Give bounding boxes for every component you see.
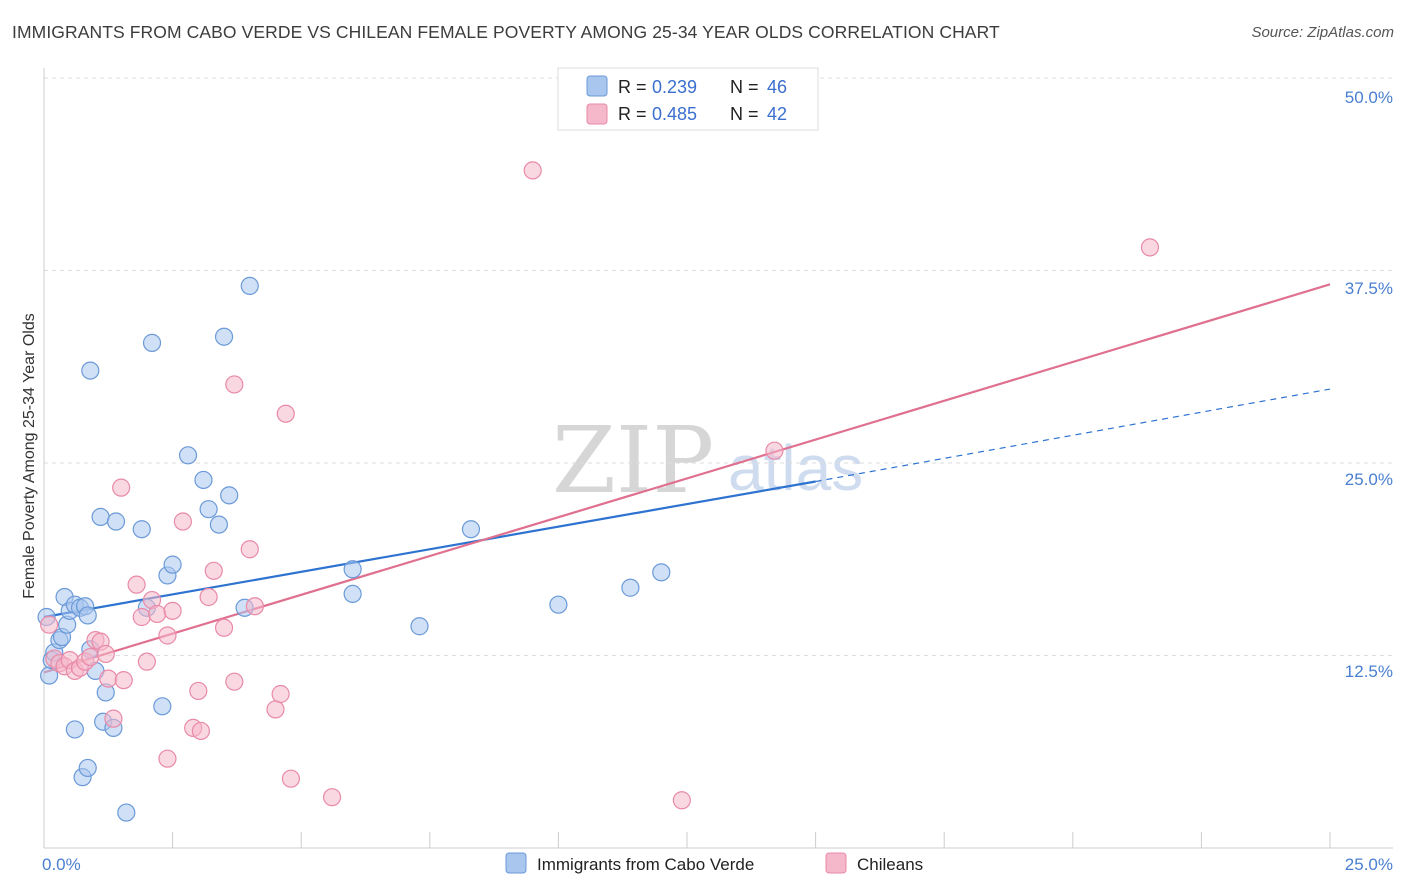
point-blue-35 [78, 758, 97, 778]
watermark-zip: ZIP [552, 407, 714, 514]
point-blue-43 [549, 595, 568, 614]
legend-n-label-blue: N = [730, 77, 759, 97]
point-blue-22 [153, 697, 172, 716]
point-pink-12 [99, 669, 118, 688]
point-blue-29 [214, 327, 234, 346]
point-pink-32 [240, 540, 259, 559]
point-pink-38 [322, 788, 342, 807]
point-pink-20 [148, 604, 167, 624]
point-pink-17 [132, 607, 151, 627]
grid-lines [44, 77, 1393, 656]
point-blue-25 [178, 446, 198, 465]
trend-line-pink [43, 283, 1331, 674]
point-blue-12 [78, 606, 97, 625]
y-tick-label-25: 25.0% [1345, 470, 1393, 489]
x-tick-label-end: 25.0% [1345, 855, 1393, 874]
point-pink-31 [225, 375, 244, 394]
point-pink-37 [281, 769, 301, 788]
point-pink-26 [191, 721, 210, 741]
point-blue-39 [343, 584, 362, 604]
legend-r-value-pink: 0.485 [652, 104, 697, 124]
point-pink-43 [1140, 238, 1160, 257]
point-blue-28 [209, 515, 228, 534]
point-blue-21 [142, 333, 162, 352]
axes [43, 68, 1393, 849]
point-blue-24 [163, 555, 182, 574]
point-blue-44 [621, 578, 640, 597]
legend-n-value-pink: 42 [767, 104, 787, 124]
legend-n-label-pink: N = [730, 104, 759, 124]
legend-r-label-blue: R = [618, 77, 647, 97]
point-pink-33 [245, 597, 265, 616]
point-blue-18 [106, 512, 126, 531]
point-blue-42 [461, 520, 481, 539]
point-pink-14 [112, 478, 131, 497]
point-pink-11 [96, 644, 115, 664]
point-pink-42 [765, 441, 784, 460]
point-pink-35 [271, 684, 290, 704]
point-blue-30 [220, 486, 239, 505]
point-blue-27 [199, 500, 218, 519]
trend-extension-blue [815, 388, 1331, 483]
point-pink-22 [163, 601, 182, 620]
bottom-legend-label-blue: Immigrants from Cabo Verde [537, 855, 754, 874]
point-pink-15 [114, 671, 133, 690]
point-blue-26 [194, 470, 213, 490]
point-pink-13 [104, 709, 123, 728]
point-blue-32 [240, 276, 259, 295]
point-pink-27 [199, 587, 218, 607]
point-pink-34 [266, 700, 285, 719]
y-tick-label-37-5: 37.5% [1345, 279, 1393, 298]
point-blue-19 [132, 520, 151, 539]
legend-r-label-pink: R = [618, 104, 647, 124]
point-blue-45 [652, 563, 671, 582]
series-legend: Immigrants from Cabo Verde Chileans [505, 852, 923, 874]
point-pink-23 [173, 512, 192, 531]
point-pink-36 [276, 404, 295, 423]
source-label: Source: ZipAtlas.com [1251, 24, 1394, 41]
y-tick-label-12-5: 12.5% [1345, 662, 1393, 681]
bottom-legend-swatch-pink [825, 852, 847, 874]
legend-r-value-blue: 0.239 [652, 77, 697, 97]
point-blue-33 [65, 720, 84, 739]
point-pink-28 [204, 561, 223, 580]
y-axis-title: Female Poverty Among 25-34 Year Olds [21, 313, 38, 599]
bottom-legend-swatch-blue [505, 852, 527, 874]
point-blue-40 [343, 560, 362, 579]
point-blue-41 [410, 617, 429, 636]
y-tick-label-50: 50.0% [1345, 88, 1393, 107]
point-blue-16 [81, 361, 100, 380]
trend-lines [43, 283, 1331, 674]
point-pink-39 [523, 161, 542, 180]
legend-n-value-blue: 46 [767, 77, 787, 97]
point-pink-29 [214, 618, 234, 637]
point-pink-40 [158, 749, 177, 768]
point-blue-38 [117, 803, 136, 822]
point-pink-8 [81, 647, 100, 667]
point-pink-0 [40, 615, 59, 634]
data-points [37, 161, 1160, 822]
point-pink-41 [672, 791, 691, 810]
point-pink-25 [189, 681, 208, 701]
point-blue-17 [91, 507, 110, 527]
x-tick-label-start: 0.0% [42, 855, 81, 874]
point-pink-21 [158, 626, 177, 645]
correlation-legend: R = 0.239 N = 46 R = 0.485 N = 42 [557, 67, 819, 131]
trend-line-blue [43, 480, 816, 619]
point-pink-16 [127, 575, 146, 594]
legend-swatch-pink [586, 103, 608, 125]
legend-swatch-blue [586, 75, 608, 97]
chart-title: IMMIGRANTS FROM CABO VERDE VS CHILEAN FE… [12, 22, 1000, 42]
bottom-legend-label-pink: Chileans [857, 855, 923, 874]
point-pink-18 [137, 652, 156, 671]
point-pink-30 [225, 672, 244, 691]
